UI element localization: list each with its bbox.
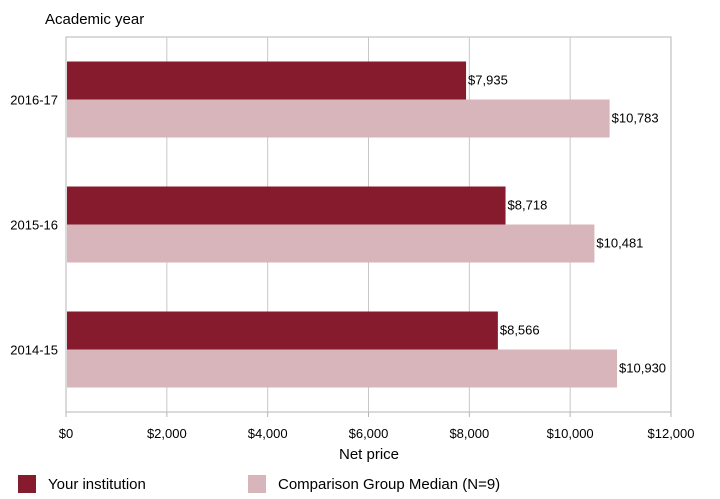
x-tick-label: $12,000 xyxy=(648,426,695,441)
x-tick-label: $0 xyxy=(59,426,73,441)
data-label: $10,481 xyxy=(596,236,643,251)
data-label: $10,930 xyxy=(619,361,666,376)
y-axis-title: Academic year xyxy=(45,11,144,28)
bar-comparison-group xyxy=(67,99,610,138)
legend-swatch-your-institution xyxy=(18,475,36,493)
legend-label-comparison-group: Comparison Group Median (N=9) xyxy=(278,475,501,493)
x-tick-label: $6,000 xyxy=(349,426,389,441)
x-tick-label: $4,000 xyxy=(248,426,288,441)
x-tick-label: $8,000 xyxy=(449,426,489,441)
data-label: $8,718 xyxy=(508,198,548,213)
data-label: $10,783 xyxy=(612,111,659,126)
x-tick-labels: $0 $2,000 $4,000 $6,000 $8,000 $10,000 $12,000 xyxy=(59,426,695,441)
data-labels: $7,935 $10,783 $8,718 $10,481 $8,566 $10,930 xyxy=(468,73,666,376)
bar-your-institution xyxy=(67,311,498,350)
category-label: 2014-15 xyxy=(10,343,58,358)
x-axis-title: Net price xyxy=(339,446,399,463)
legend-item-comparison-group: Comparison Group Median (N=9) xyxy=(248,475,500,493)
bar-your-institution xyxy=(67,186,506,225)
bar-your-institution xyxy=(67,61,467,100)
bars xyxy=(67,61,618,388)
data-label: $8,566 xyxy=(500,323,540,338)
category-label: 2015-16 xyxy=(10,218,58,233)
legend-swatch-comparison-group xyxy=(248,475,266,493)
legend-label-your-institution: Your institution xyxy=(48,475,146,493)
data-label: $7,935 xyxy=(468,73,508,88)
legend: Your institution Comparison Group Median… xyxy=(0,470,720,499)
x-tick-label: $10,000 xyxy=(547,426,594,441)
bar-chart: Academic year $7,935 $10,783 $8,718 $10,481… xyxy=(10,11,695,463)
category-label: 2016-17 xyxy=(10,93,58,108)
category-labels: 2016-17 2015-16 2014-15 xyxy=(10,93,58,358)
legend-item-your-institution: Your institution xyxy=(18,475,146,493)
x-tick-label: $2,000 xyxy=(147,426,187,441)
bar-comparison-group xyxy=(67,224,595,263)
bar-comparison-group xyxy=(67,349,618,388)
